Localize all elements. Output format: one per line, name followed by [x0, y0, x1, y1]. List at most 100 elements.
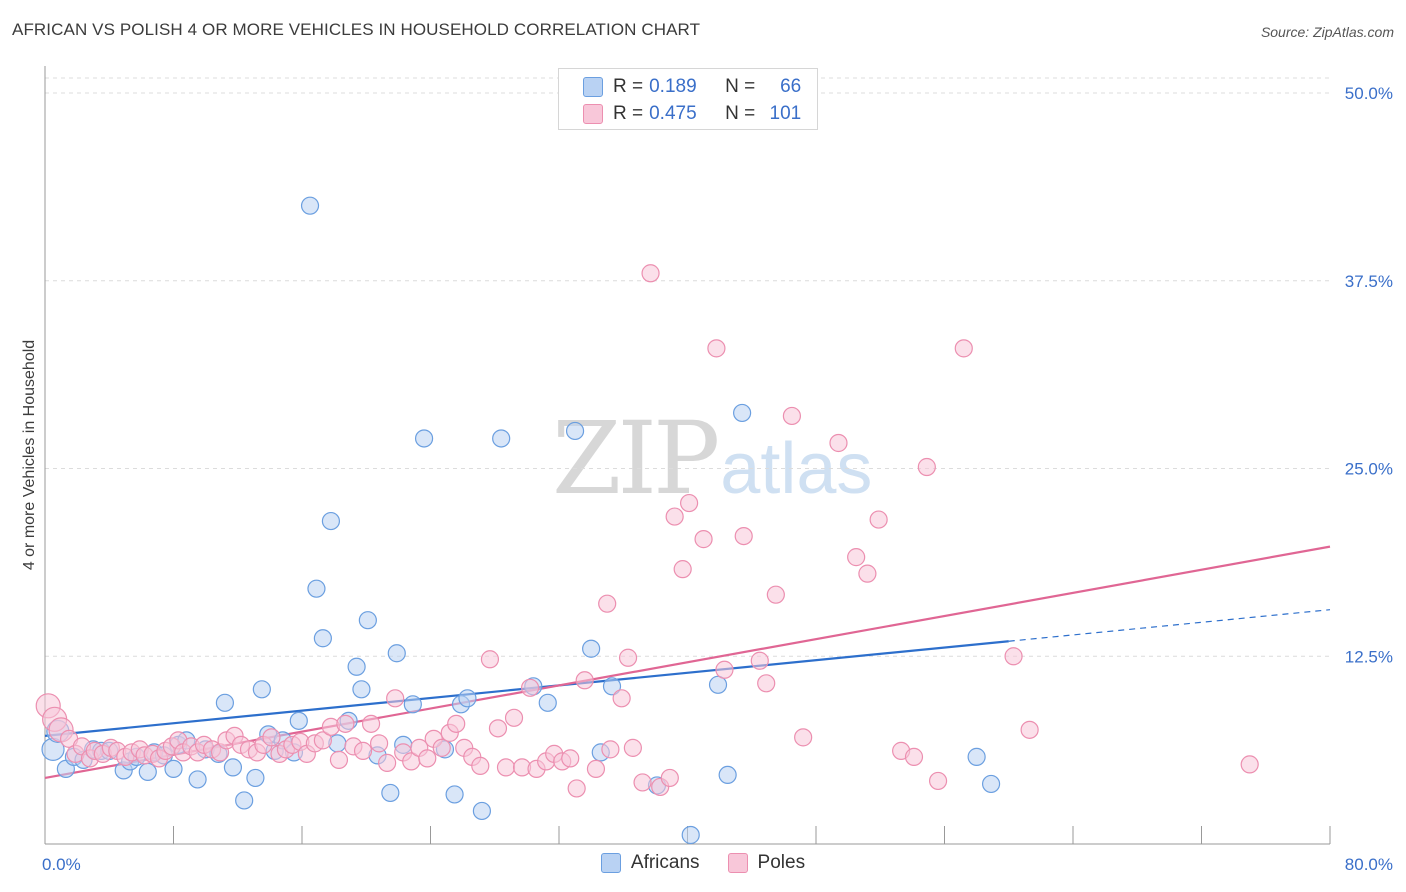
x-tick-label-min: 0.0% — [42, 855, 81, 874]
poles-point — [575, 671, 594, 690]
africans-point — [252, 680, 271, 699]
africans-point — [347, 657, 366, 676]
axes — [44, 66, 1331, 845]
y-tick-label: 25.0% — [1345, 460, 1393, 479]
legend-n-value-africans: 66 — [780, 76, 802, 97]
legend-r-value-africans: 0.189 — [649, 76, 697, 97]
poles-point — [262, 728, 281, 747]
poles-point — [586, 759, 606, 779]
poles-point — [567, 779, 586, 798]
poles-point — [766, 585, 785, 604]
poles-point — [917, 457, 936, 477]
africans-point — [387, 644, 406, 663]
poles-point — [520, 678, 540, 697]
poles-point — [504, 708, 524, 727]
africans-point — [582, 639, 601, 658]
poles-point — [623, 738, 642, 757]
legend-swatch-poles — [727, 853, 748, 873]
poles-point — [782, 406, 802, 426]
poles-point — [432, 738, 451, 757]
poles-point — [353, 741, 373, 760]
africans-point — [492, 429, 511, 448]
legend-item-africans: Africans — [600, 852, 700, 874]
poles-point — [660, 768, 679, 788]
poles-point — [641, 264, 660, 283]
legend-swatch-africans — [600, 853, 621, 873]
africans-point — [538, 693, 557, 712]
poles-point — [1004, 647, 1023, 666]
africans-point — [445, 785, 464, 804]
poles-point — [633, 773, 652, 792]
poles-point — [858, 564, 877, 583]
africans-point — [981, 774, 1001, 794]
africans-point — [289, 711, 308, 730]
poles-point — [904, 747, 924, 766]
legend-n-label: N = — [725, 76, 756, 97]
africans-point — [403, 695, 422, 714]
africans-point — [681, 825, 700, 845]
poles-point — [313, 731, 332, 750]
africans-point — [358, 611, 377, 630]
legend-label-poles: Poles — [757, 852, 806, 873]
poles-point — [1020, 720, 1039, 739]
poles-point — [336, 714, 355, 733]
poles-point — [386, 689, 405, 708]
poles-point — [496, 758, 516, 777]
africans-point — [602, 677, 622, 696]
africans-point — [733, 403, 752, 423]
poles-point — [378, 753, 397, 772]
legend-row-africans: R = 0.189 N = 66 — [583, 74, 801, 100]
poles-point — [370, 734, 389, 753]
poles-point — [707, 339, 726, 358]
africans-trend-extension — [1008, 609, 1331, 642]
poles-point — [601, 740, 620, 759]
africans-point — [472, 801, 491, 821]
poles-point — [612, 689, 631, 708]
africans-point — [321, 511, 341, 531]
africans-point — [223, 758, 243, 777]
y-tick-label: 37.5% — [1345, 272, 1393, 291]
africans-point — [138, 762, 157, 782]
legend-n-value-poles: 101 — [769, 103, 802, 124]
legend-n-label: N = — [725, 103, 756, 124]
africans-point — [235, 791, 254, 810]
poles-point — [694, 530, 713, 549]
poles-point — [665, 507, 684, 526]
legend-r-label: R = — [613, 103, 644, 124]
stats-legend: R = 0.189 N = 66 R = 0.475 N = 101 — [558, 68, 818, 130]
poles-point — [598, 594, 617, 613]
africans-point — [215, 693, 234, 712]
source-label: Source: ZipAtlas.com — [1260, 24, 1394, 40]
legend-swatch-africans — [583, 77, 603, 97]
poles-point — [869, 510, 888, 529]
poles-point — [750, 651, 769, 670]
data-points — [35, 196, 1259, 845]
poles-point — [561, 749, 580, 768]
legend-item-poles: Poles — [727, 852, 806, 874]
x-tick-label-max: 80.0% — [1345, 855, 1393, 874]
africans-point — [307, 579, 326, 598]
poles-point — [715, 660, 734, 679]
poles-point — [418, 749, 437, 768]
poles-point — [329, 750, 349, 769]
poles-point — [794, 728, 813, 747]
y-tick-label: 50.0% — [1345, 84, 1393, 103]
legend-row-poles: R = 0.475 N = 101 — [583, 101, 801, 127]
tick-labels: 12.5% 25.0% 37.5% 50.0% 0.0% 80.0% — [42, 84, 1393, 874]
poles-point — [471, 756, 490, 775]
africans-point — [381, 783, 400, 803]
poles-point — [480, 650, 500, 669]
poles-point — [954, 339, 973, 358]
poles-point — [757, 674, 776, 693]
poles-point — [618, 648, 638, 667]
poles-point — [361, 714, 381, 733]
africans-point — [414, 429, 434, 448]
africans-point — [246, 768, 265, 788]
africans-point — [458, 689, 477, 708]
poles-point — [734, 526, 753, 546]
africans-point — [708, 675, 728, 694]
poles-point — [847, 548, 866, 567]
africans-point — [718, 765, 737, 785]
series-legend: Africans Poles — [0, 852, 1406, 874]
